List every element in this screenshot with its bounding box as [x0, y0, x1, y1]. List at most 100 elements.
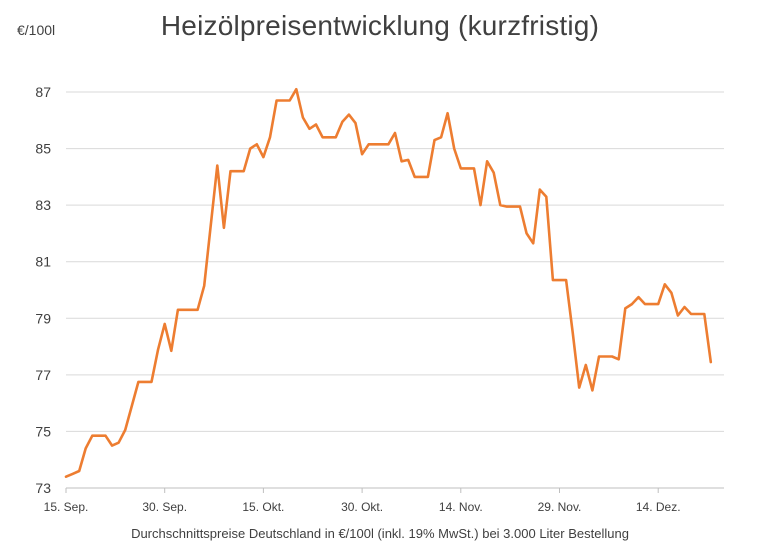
data-point — [512, 205, 515, 208]
data-point — [413, 176, 416, 178]
data-point — [571, 331, 574, 334]
data-point — [617, 358, 620, 361]
data-point — [486, 160, 488, 163]
data-point — [367, 143, 370, 146]
data-point — [65, 475, 67, 478]
data-point — [440, 136, 442, 139]
data-point — [209, 224, 212, 226]
data-point — [598, 355, 600, 358]
data-point — [117, 441, 120, 444]
data-point — [545, 195, 548, 198]
data-point — [229, 170, 232, 173]
data-point — [78, 470, 81, 472]
y-tick-label: 75 — [35, 423, 51, 439]
data-point — [354, 122, 357, 124]
data-point — [302, 116, 304, 119]
data-point — [170, 349, 173, 352]
x-tick-label: 15. Sep. — [44, 500, 89, 514]
data-point — [196, 308, 199, 311]
data-point — [400, 160, 403, 163]
data-point — [144, 381, 146, 383]
data-point — [683, 306, 686, 308]
data-point — [637, 296, 640, 298]
data-point — [677, 314, 679, 317]
data-point — [591, 389, 594, 392]
data-point — [321, 136, 324, 139]
data-point — [453, 147, 456, 150]
data-point — [177, 308, 179, 311]
x-tick-label: 30. Okt. — [341, 500, 383, 514]
data-point — [374, 143, 377, 146]
data-point — [492, 171, 495, 174]
data-point — [604, 355, 607, 358]
data-point — [249, 147, 252, 150]
data-point — [150, 381, 153, 383]
data-point — [308, 127, 311, 130]
data-point — [84, 447, 87, 450]
data-point — [216, 164, 219, 167]
data-point — [130, 405, 133, 407]
data-point — [584, 364, 587, 366]
data-point — [104, 434, 107, 437]
data-point — [380, 143, 383, 146]
data-point — [328, 136, 331, 139]
data-point — [473, 167, 475, 170]
data-point — [427, 176, 429, 178]
data-point — [295, 88, 298, 91]
y-tick-label: 73 — [35, 480, 51, 496]
data-point — [703, 313, 706, 315]
data-point — [98, 434, 100, 437]
data-point — [565, 279, 567, 281]
y-axis-label: €/100l — [17, 22, 56, 38]
data-point — [242, 170, 245, 173]
data-point — [538, 188, 541, 191]
data-point — [71, 473, 74, 475]
data-point — [348, 113, 350, 116]
data-point — [558, 279, 561, 281]
data-point — [137, 381, 140, 383]
data-point — [525, 232, 528, 235]
data-point — [334, 136, 337, 139]
data-point — [631, 303, 633, 305]
y-tick-label: 83 — [35, 197, 51, 213]
data-point — [282, 99, 284, 102]
y-tick-label: 79 — [35, 310, 51, 326]
chart-caption: Durchschnittspreise Deutschland in €/100… — [131, 526, 629, 541]
data-point — [183, 308, 186, 311]
data-point — [341, 120, 344, 123]
x-tick-label: 15. Okt. — [242, 500, 284, 514]
data-point — [552, 279, 554, 281]
data-point — [519, 205, 521, 208]
data-point — [315, 123, 317, 126]
data-point — [670, 291, 673, 294]
x-tick-label: 30. Sep. — [142, 500, 187, 514]
x-tick-labels: 15. Sep. 30. Sep. 15. Okt. 30. Okt. 14. Nov.… — [44, 488, 681, 514]
data-point — [387, 143, 390, 146]
data-point — [644, 303, 646, 305]
data-point — [663, 283, 666, 286]
data-point — [255, 143, 258, 146]
y-tick-label: 81 — [35, 254, 51, 270]
data-point — [223, 226, 225, 229]
y-tick-label: 77 — [35, 367, 51, 383]
data-point — [190, 308, 192, 311]
data-point — [709, 361, 712, 363]
x-tick-label: 14. Dez. — [636, 500, 681, 514]
x-tick-label: 14. Nov. — [439, 500, 483, 514]
data-point — [91, 434, 94, 437]
data-point — [479, 204, 482, 207]
chart-title: Heizölpreisentwicklung (kurzfristig) — [160, 10, 600, 41]
data-point — [163, 323, 166, 325]
price-line — [64, 87, 713, 478]
data-point — [124, 429, 127, 431]
data-point — [203, 284, 206, 287]
data-point — [657, 303, 660, 305]
data-point — [407, 159, 410, 161]
gridlines — [66, 91, 724, 489]
y-tick-labels: 73 75 77 79 81 83 85 87 — [35, 84, 51, 496]
data-point — [696, 313, 699, 315]
data-point — [236, 170, 239, 173]
data-point — [420, 176, 423, 178]
data-point — [611, 355, 613, 358]
